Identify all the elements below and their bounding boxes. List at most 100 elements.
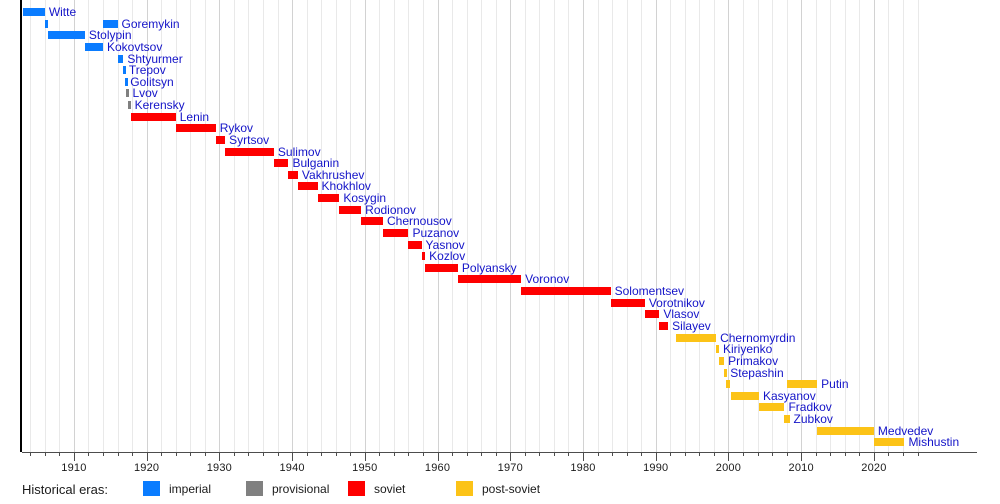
timeline-row: Khokhlov <box>22 180 977 196</box>
timeline-row: Chernousov <box>22 214 977 231</box>
timeline-row-label: Rodionov <box>365 202 416 217</box>
gridline <box>73 0 75 452</box>
x-axis-tick <box>495 452 497 456</box>
timeline-bar[interactable] <box>317 194 340 203</box>
x-axis-tick <box>772 452 774 456</box>
timeline-row-label: Vakhrushev <box>301 167 365 182</box>
timeline-row-label: Kasyanov <box>763 388 816 403</box>
gridline <box>233 0 235 452</box>
timeline-row-label: Golitsyn <box>130 74 174 89</box>
x-axis-tick <box>539 452 541 456</box>
gridline <box>321 0 323 452</box>
gridline <box>132 0 134 452</box>
timeline-bar[interactable] <box>84 42 103 51</box>
timeline-row: Stepashin <box>22 367 977 383</box>
timeline-row: Silayev <box>22 320 977 336</box>
timeline-bar[interactable] <box>130 112 176 121</box>
x-axis-tick-label: 2010 <box>788 462 814 474</box>
legend-swatch-provisional <box>246 481 263 496</box>
timeline-bar[interactable] <box>784 415 790 424</box>
timeline-bar[interactable] <box>676 333 717 342</box>
x-axis-tick <box>321 452 323 456</box>
timeline-bar[interactable] <box>724 368 728 377</box>
timeline-bar[interactable] <box>408 240 422 249</box>
gridline <box>873 0 875 452</box>
timeline-bar[interactable] <box>425 263 458 272</box>
timeline-bar[interactable] <box>817 426 874 435</box>
timeline-bar[interactable] <box>719 356 725 365</box>
timeline-bar[interactable] <box>288 170 298 179</box>
timeline-bar[interactable] <box>457 275 522 284</box>
x-axis-tick <box>655 452 657 461</box>
timeline-bar[interactable] <box>297 182 318 191</box>
gridline <box>786 0 788 452</box>
timeline-bar[interactable] <box>123 66 127 75</box>
gridline <box>772 0 774 452</box>
timeline-bar[interactable] <box>225 147 274 156</box>
timeline-bar[interactable] <box>731 391 759 400</box>
gridline <box>277 0 279 452</box>
timeline-row: Zubkov <box>22 413 977 429</box>
gridline <box>597 0 599 452</box>
timeline-bar[interactable] <box>716 345 720 354</box>
x-axis-tick <box>524 452 526 456</box>
timeline-bar[interactable] <box>126 89 130 98</box>
gridline <box>423 0 424 452</box>
timeline-bar[interactable] <box>128 101 132 110</box>
timeline-row: Primakov <box>22 353 977 371</box>
gridline <box>364 0 366 452</box>
timeline-row-label: Chernousov <box>387 214 452 229</box>
timeline-bar[interactable] <box>421 252 426 261</box>
timeline-bar[interactable] <box>215 135 226 144</box>
x-axis-tick <box>219 452 221 461</box>
timeline-bar[interactable] <box>759 403 785 412</box>
timeline-row: Bulganin <box>22 157 977 173</box>
timeline-row: Kasyanov <box>22 388 977 406</box>
timeline-bar[interactable] <box>873 438 905 447</box>
gridline <box>917 0 919 452</box>
timeline-bar[interactable] <box>175 124 216 133</box>
timeline-bar[interactable] <box>273 159 289 168</box>
timeline-row-label: Rykov <box>219 121 254 136</box>
timeline-bar[interactable] <box>521 287 611 296</box>
x-axis-tick <box>350 452 352 456</box>
x-axis-tick-label: 1940 <box>279 462 305 474</box>
x-axis-tick <box>292 452 294 461</box>
x-axis-tick <box>888 452 890 456</box>
legend: Historical eras: imperial provisional sovi… <box>0 478 1000 504</box>
gridline <box>743 0 744 452</box>
timeline-bar[interactable] <box>786 380 818 389</box>
x-axis-tick <box>161 452 163 456</box>
gridline <box>510 0 512 452</box>
timeline-bar[interactable] <box>726 380 730 389</box>
timeline-bar[interactable] <box>610 298 645 307</box>
timeline-bar[interactable] <box>44 19 49 28</box>
legend-swatch-imperial <box>143 481 160 496</box>
x-axis-tick <box>146 452 148 461</box>
x-axis-tick <box>641 452 643 456</box>
timeline-row: Vorotnikov <box>22 297 977 313</box>
gridline <box>903 0 904 452</box>
x-axis-tick <box>873 452 875 461</box>
x-axis-tick <box>277 452 279 456</box>
gridline <box>117 0 119 452</box>
gridline <box>437 0 439 452</box>
gridline <box>452 0 454 452</box>
timeline-bar[interactable] <box>117 54 124 63</box>
timeline-bar[interactable] <box>124 77 128 86</box>
legend-swatch-post-soviet <box>456 481 473 496</box>
timeline-row: Rodionov <box>22 202 977 220</box>
x-axis-tick <box>553 452 555 456</box>
timeline-bar[interactable] <box>339 205 362 214</box>
timeline-bar[interactable] <box>383 228 409 237</box>
timeline-bar[interactable] <box>48 31 85 40</box>
timeline-bar[interactable] <box>361 217 383 226</box>
timeline-bar[interactable] <box>644 310 660 319</box>
timeline-row-label: Kerensky <box>134 98 185 113</box>
timeline-bar[interactable] <box>659 322 669 330</box>
timeline-bar[interactable] <box>23 8 45 16</box>
timeline-row-label: Primakov <box>728 353 779 368</box>
timeline-bar[interactable] <box>103 19 118 28</box>
x-axis-tick <box>830 452 832 456</box>
